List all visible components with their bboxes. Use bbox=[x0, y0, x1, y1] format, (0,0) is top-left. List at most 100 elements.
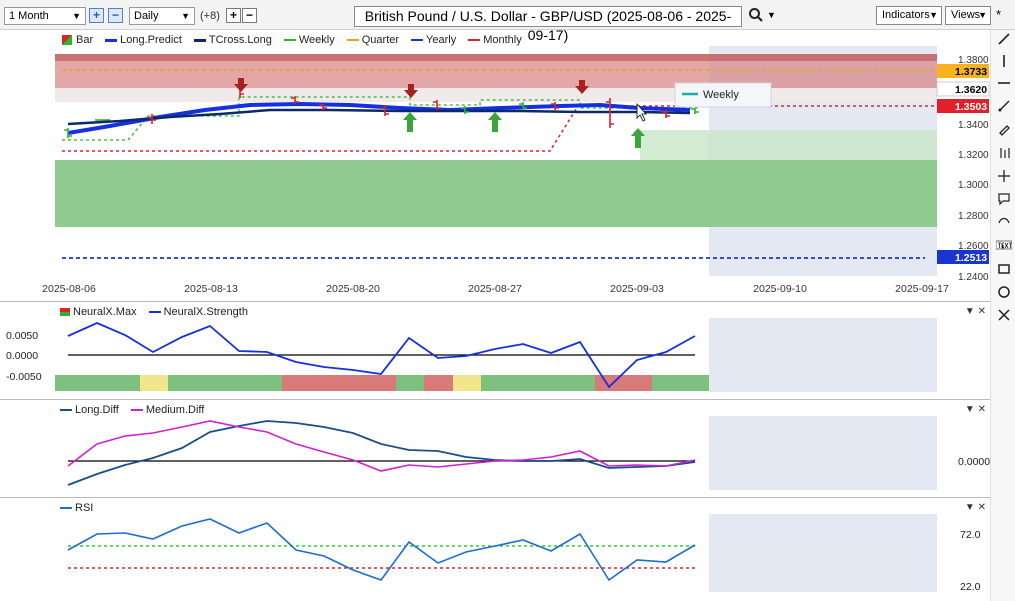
remove-offset-button[interactable]: − bbox=[242, 8, 257, 23]
views-label: Views bbox=[951, 9, 981, 21]
legend-medium-diff[interactable]: Medium.Diff bbox=[130, 404, 204, 416]
future-zone bbox=[709, 416, 937, 490]
neuralx-axis: 0.0050 0.0000 -0.0050 bbox=[6, 330, 42, 383]
horizontal-line-icon[interactable] bbox=[994, 76, 1014, 96]
legend-quarter[interactable]: Quarter bbox=[346, 34, 399, 46]
channel-icon[interactable] bbox=[994, 146, 1014, 166]
indicators-dropdown[interactable]: Indicators ▼ bbox=[876, 6, 942, 25]
legend-neuralx-strength[interactable]: NeuralX.Strength bbox=[148, 306, 248, 318]
price-tag-quarter-label: 1.3733 bbox=[955, 66, 987, 78]
sell-signal-arrows bbox=[234, 78, 589, 98]
neuralx-tick: 0.0000 bbox=[6, 350, 38, 362]
pane-controls: ▼ ✕ bbox=[965, 404, 986, 415]
chevron-down-icon: ▼ bbox=[978, 10, 987, 20]
date-axis: 2025-08-06 2025-08-13 2025-08-20 2025-08… bbox=[42, 283, 949, 295]
close-icon[interactable]: ✕ bbox=[977, 306, 986, 317]
close-icon[interactable]: ✕ bbox=[977, 404, 986, 415]
price-legend: Bar Long.Predict TCross.Long Weekly Quar… bbox=[62, 34, 522, 46]
drawing-tools-sidebar bbox=[990, 30, 1015, 601]
price-axis: 1.3800 1.3400 1.3200 1.3000 1.2800 1.260… bbox=[958, 55, 989, 283]
price-tick: 1.2800 bbox=[958, 211, 989, 222]
legend-weekly[interactable]: Weekly bbox=[283, 34, 335, 46]
rectangle-icon[interactable] bbox=[994, 262, 1014, 282]
legend-bar[interactable]: Bar bbox=[62, 34, 93, 46]
top-toolbar: 1 Month ▼ + − Daily ▼ (+8) + − British P… bbox=[0, 0, 1015, 43]
chevron-down-icon[interactable]: ▼ bbox=[767, 10, 776, 20]
diff-chart[interactable]: 0.0000 bbox=[0, 400, 990, 498]
date-tick: 2025-08-20 bbox=[326, 283, 380, 295]
zoom-in-button[interactable]: + bbox=[89, 8, 104, 23]
chevron-down-icon[interactable]: ▼ bbox=[964, 306, 975, 317]
crosshair-icon[interactable] bbox=[994, 169, 1014, 189]
neuralx-tick: 0.0050 bbox=[6, 330, 38, 342]
chevron-down-icon[interactable]: ▼ bbox=[964, 404, 975, 415]
indicators-label: Indicators bbox=[882, 9, 930, 21]
neuralx-max-icon bbox=[60, 308, 70, 317]
circle-icon[interactable] bbox=[994, 285, 1014, 305]
legend-tcross-long[interactable]: TCross.Long bbox=[193, 34, 272, 46]
close-icon[interactable]: ✕ bbox=[977, 502, 986, 513]
resistance-gap bbox=[55, 88, 937, 102]
chevron-down-icon: ▼ bbox=[72, 11, 81, 21]
pane-controls: ▼ ✕ bbox=[965, 502, 986, 513]
price-tick: 1.3400 bbox=[958, 120, 989, 131]
diff-pane[interactable]: 0.0000 Long.Diff Medium.Diff ▼ ✕ bbox=[0, 400, 990, 498]
vertical-line-icon[interactable] bbox=[994, 54, 1014, 74]
rsi-tick: 72.0 bbox=[960, 529, 981, 541]
add-offset-button[interactable]: + bbox=[226, 8, 241, 23]
search-icon[interactable] bbox=[748, 7, 764, 23]
zoom-out-button[interactable]: − bbox=[108, 8, 123, 23]
diff-tick: 0.0000 bbox=[958, 456, 990, 468]
buy-signal-arrows bbox=[403, 112, 645, 148]
neuralx-chart[interactable]: 0.0050 0.0000 -0.0050 bbox=[0, 302, 990, 400]
long-predict-line bbox=[67, 101, 691, 135]
views-dropdown[interactable]: Views ▼ bbox=[945, 6, 991, 25]
rsi-chart[interactable]: 72.0 22.0 bbox=[0, 498, 990, 601]
price-tag-current-label: 1.3503 bbox=[955, 101, 987, 113]
price-tick: 1.2400 bbox=[958, 272, 989, 283]
undo-curve-icon[interactable] bbox=[994, 215, 1014, 235]
neuralx-tick: -0.0050 bbox=[6, 371, 42, 383]
chevron-down-icon: ▼ bbox=[181, 11, 190, 21]
price-bars bbox=[64, 82, 699, 138]
date-tick: 2025-09-03 bbox=[610, 283, 664, 295]
neuralx-pane[interactable]: 0.0050 0.0000 -0.0050 NeuralX.Max Neural… bbox=[0, 302, 990, 400]
chevron-down-icon[interactable]: ▼ bbox=[964, 502, 975, 513]
price-pane[interactable]: Weekly 2025-08-06 2025-08-13 2025-08-20 … bbox=[0, 30, 990, 302]
tooltip-label: Weekly bbox=[703, 89, 739, 101]
price-tick: 1.2600 bbox=[958, 241, 989, 252]
cursor-icon bbox=[636, 102, 647, 122]
legend-rsi[interactable]: RSI bbox=[60, 502, 93, 514]
tcross-long-line bbox=[67, 108, 691, 126]
text-tool-icon[interactable] bbox=[994, 239, 1014, 259]
ray-tool-icon[interactable] bbox=[994, 99, 1014, 119]
pin-icon[interactable]: * bbox=[996, 7, 1002, 22]
pane-controls: ▼ ✕ bbox=[965, 306, 986, 317]
price-chart[interactable]: Weekly 2025-08-06 2025-08-13 2025-08-20 … bbox=[0, 30, 990, 302]
callout-icon[interactable] bbox=[994, 192, 1014, 212]
resistance-zone-top bbox=[55, 54, 937, 61]
support-zone bbox=[55, 160, 937, 227]
rsi-tick: 22.0 bbox=[960, 581, 981, 593]
legend-long-diff[interactable]: Long.Diff bbox=[60, 404, 119, 416]
legend-monthly[interactable]: Monthly bbox=[468, 34, 522, 46]
interval-select[interactable]: Daily ▼ bbox=[129, 7, 195, 25]
price-tag-resistance-label: 1.3620 bbox=[955, 84, 987, 96]
legend-yearly[interactable]: Yearly bbox=[411, 34, 456, 46]
interval-value: Daily bbox=[134, 10, 159, 22]
offset-label: (+8) bbox=[200, 10, 220, 22]
diff-legend: Long.Diff Medium.Diff bbox=[60, 404, 204, 416]
neuralx-strength-line bbox=[67, 322, 696, 389]
rsi-line bbox=[67, 518, 696, 582]
rsi-pane[interactable]: 72.0 22.0 RSI ▼ ✕ bbox=[0, 498, 990, 601]
range-value: 1 Month bbox=[9, 10, 49, 22]
legend-long-predict[interactable]: Long.Predict bbox=[105, 34, 182, 46]
cross-icon[interactable] bbox=[994, 308, 1014, 328]
date-tick: 2025-09-17 bbox=[895, 283, 949, 295]
pencil-icon[interactable] bbox=[994, 122, 1014, 142]
legend-neuralx-max[interactable]: NeuralX.Max bbox=[60, 306, 137, 318]
range-select[interactable]: 1 Month ▼ bbox=[4, 7, 86, 25]
price-tag-current bbox=[937, 99, 989, 113]
line-tool-icon[interactable] bbox=[994, 32, 1014, 52]
symbol-title[interactable]: British Pound / U.S. Dollar - GBP/USD (2… bbox=[354, 6, 742, 43]
